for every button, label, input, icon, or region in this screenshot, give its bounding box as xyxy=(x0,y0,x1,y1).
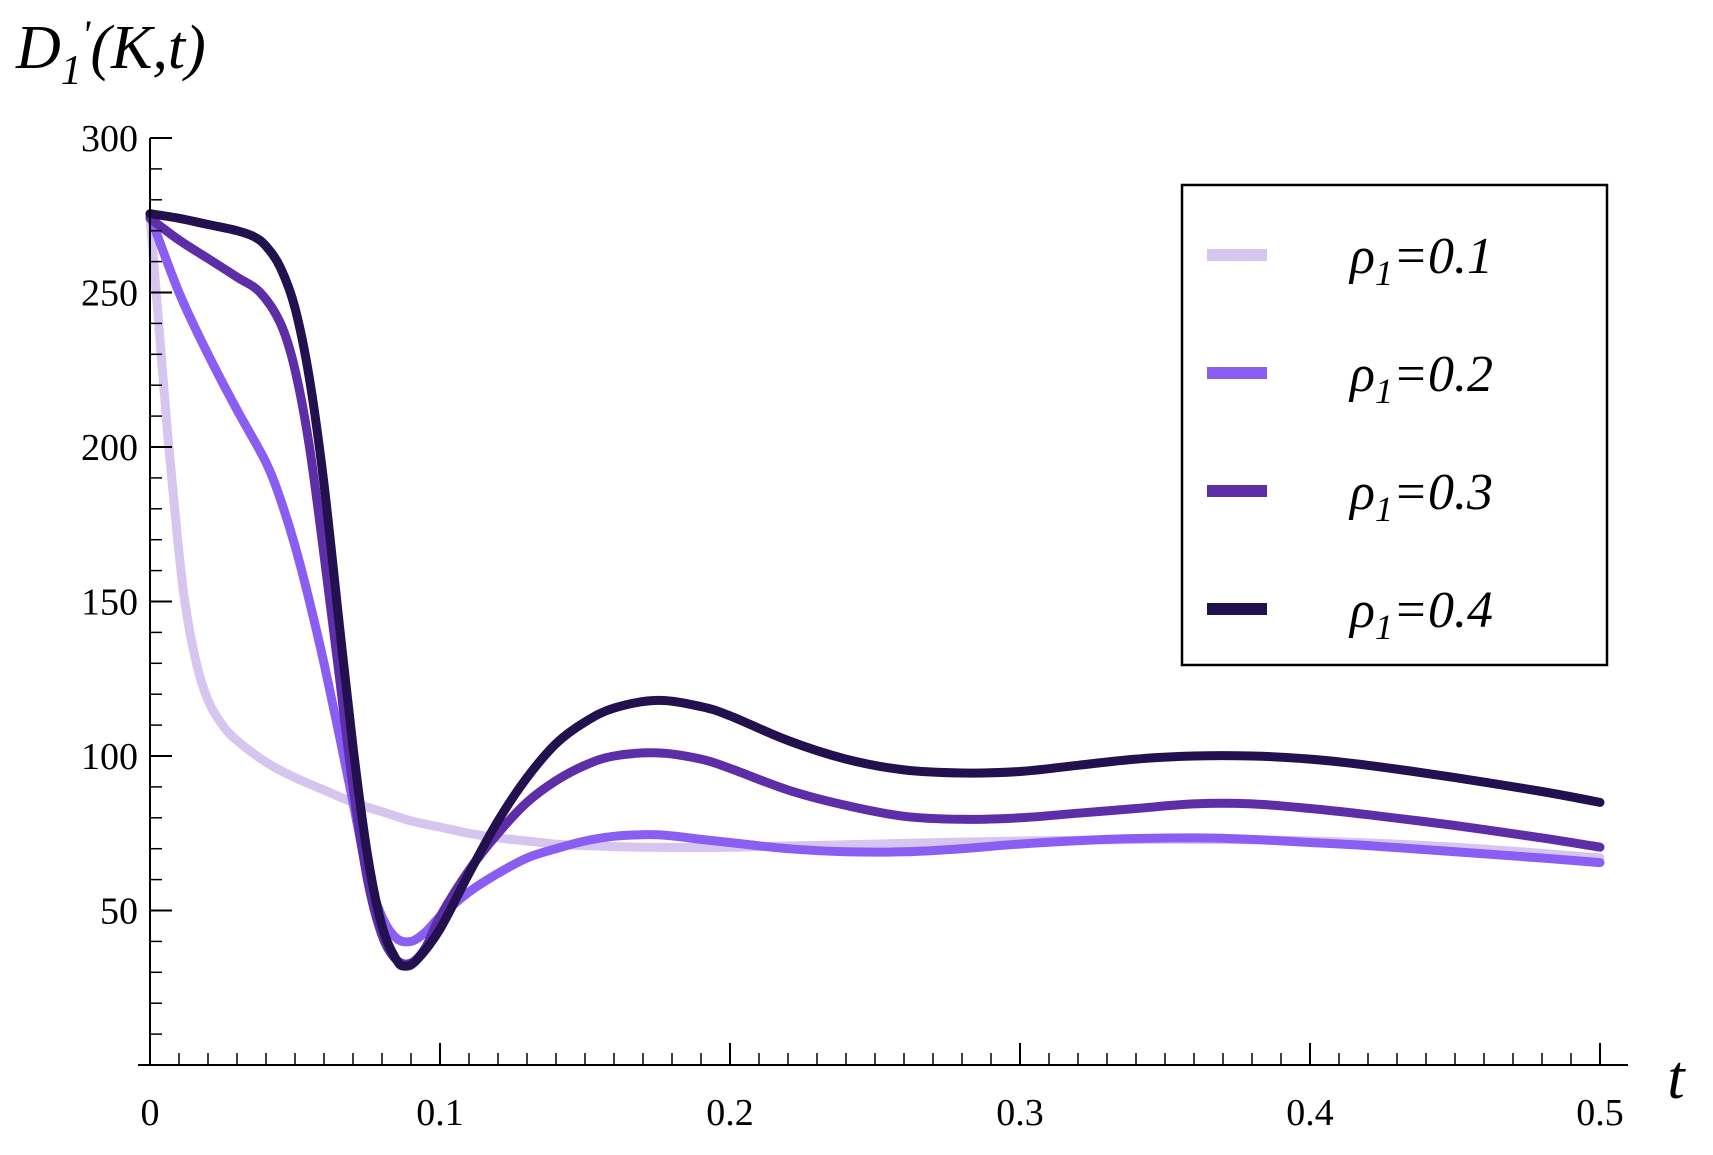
y-tick-label: 150 xyxy=(81,582,138,624)
legend-label-1: ρ1=0.1 xyxy=(1348,228,1493,293)
legend-label-value: =0.1 xyxy=(1393,228,1493,285)
y-axis-title-prime: ' xyxy=(82,12,92,57)
legend: ρ1=0.1ρ1=0.2ρ1=0.3ρ1=0.4 xyxy=(1180,183,1609,667)
legend-label-greek: ρ xyxy=(1348,582,1375,639)
x-tick-label: 0.2 xyxy=(706,1092,754,1134)
x-tick-label: 0.3 xyxy=(996,1092,1044,1134)
legend-label-value: =0.3 xyxy=(1393,464,1493,521)
legend-label-3: ρ1=0.3 xyxy=(1348,464,1493,529)
legend-box xyxy=(1180,183,1609,667)
ticks xyxy=(150,137,1601,1065)
legend-label-subscript: 1 xyxy=(1375,607,1393,647)
y-tick-label: 300 xyxy=(81,118,138,160)
y-axis-title-rest: (K,t) xyxy=(90,14,205,82)
series-line-2 xyxy=(145,210,1605,947)
legend-label-value: =0.2 xyxy=(1393,346,1493,403)
legend-label-value: =0.4 xyxy=(1393,582,1493,639)
x-tick-label: 0.1 xyxy=(416,1092,464,1134)
series-line-3 xyxy=(145,213,1605,969)
plot-lines xyxy=(145,209,1605,971)
legend-label-4: ρ1=0.4 xyxy=(1348,582,1493,647)
y-tick-label: 250 xyxy=(81,273,138,315)
y-axis-title: D1'(K,t) xyxy=(15,12,206,94)
legend-items: ρ1=0.1ρ1=0.2ρ1=0.3ρ1=0.4 xyxy=(1207,228,1493,647)
x-tick-label: 0 xyxy=(141,1092,160,1134)
legend-label-greek: ρ xyxy=(1348,464,1375,521)
y-tick-label: 100 xyxy=(81,736,138,778)
x-tick-label: 0.5 xyxy=(1576,1092,1624,1134)
x-tick-label: 0.4 xyxy=(1286,1092,1334,1134)
legend-label-subscript: 1 xyxy=(1375,253,1393,293)
legend-label-greek: ρ xyxy=(1348,346,1375,403)
y-tick-label: 200 xyxy=(81,427,138,469)
series-line-4 xyxy=(145,209,1605,971)
y-axis-title-subscript: 1 xyxy=(61,48,82,94)
legend-label-subscript: 1 xyxy=(1375,371,1393,411)
legend-label-subscript: 1 xyxy=(1375,489,1393,529)
y-axis-title-main: D xyxy=(15,14,61,82)
legend-label-2: ρ1=0.2 xyxy=(1348,346,1493,411)
y-tick-label: 50 xyxy=(100,891,138,933)
legend-label-greek: ρ xyxy=(1348,228,1375,285)
x-axis-title: t xyxy=(1667,1044,1686,1112)
tick-labels: 0 0.1 0.2 0.3 0.4 0.5 50 100 150 200 250 300 xyxy=(81,118,1624,1134)
